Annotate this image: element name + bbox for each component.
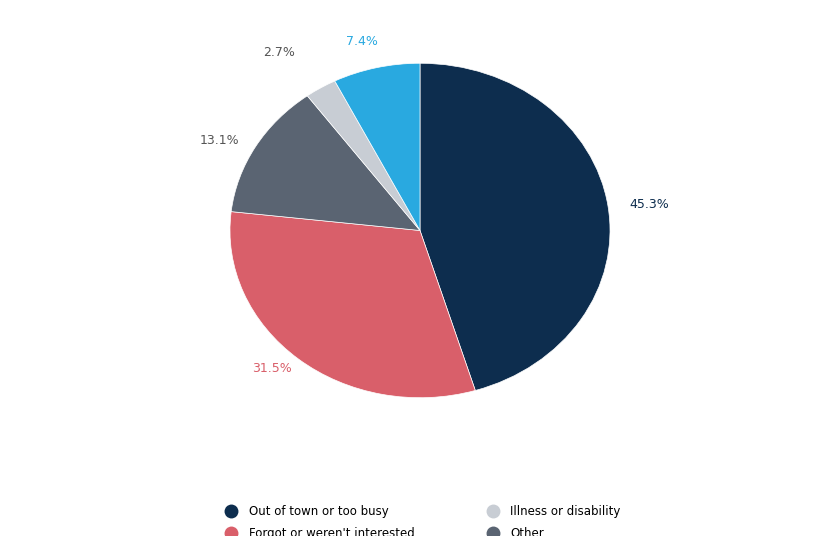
Wedge shape <box>230 212 475 398</box>
Wedge shape <box>420 63 610 390</box>
Text: 45.3%: 45.3% <box>629 198 669 211</box>
Wedge shape <box>335 63 420 230</box>
Text: 7.4%: 7.4% <box>346 35 378 48</box>
Legend: Out of town or too busy, Forgot or weren't interested, Transportation or registr: Out of town or too busy, Forgot or weren… <box>214 500 626 536</box>
Wedge shape <box>231 96 420 230</box>
Text: 31.5%: 31.5% <box>252 362 291 375</box>
Text: 2.7%: 2.7% <box>263 46 295 59</box>
Text: 13.1%: 13.1% <box>200 134 239 147</box>
Wedge shape <box>307 81 420 230</box>
